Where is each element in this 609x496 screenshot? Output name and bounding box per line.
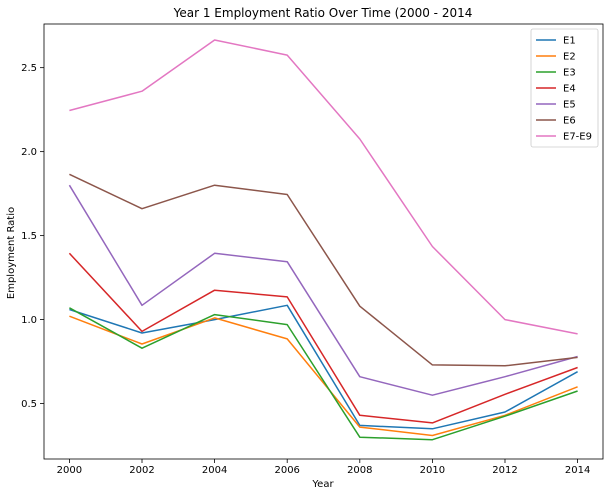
plot-frame bbox=[43, 23, 604, 460]
series-line-e1 bbox=[69, 304, 578, 430]
y-tick-label: 0.5 bbox=[21, 399, 37, 410]
y-tick-label: 2.5 bbox=[21, 63, 37, 74]
legend-label-e6: E6 bbox=[563, 116, 576, 127]
series-line-e5 bbox=[68, 184, 578, 396]
series-line-e3 bbox=[69, 307, 578, 441]
legend-label-e5: E5 bbox=[563, 100, 576, 111]
y-tick-label: 2.0 bbox=[21, 147, 37, 158]
series-line-e7-e9 bbox=[69, 39, 578, 335]
legend-label-e4: E4 bbox=[563, 84, 576, 95]
x-tick-label: 2012 bbox=[492, 465, 517, 476]
x-tick-label: 2008 bbox=[347, 465, 372, 476]
y-axis: 0.5 1.0 1.5 2.0 2.5 bbox=[21, 63, 44, 410]
y-axis-label: Employment Ratio bbox=[6, 207, 17, 299]
x-axis-label: Year bbox=[311, 479, 334, 490]
legend-box bbox=[530, 28, 599, 148]
x-tick-label: 2010 bbox=[420, 465, 445, 476]
x-tick-label: 2004 bbox=[202, 465, 227, 476]
x-tick-label: 2002 bbox=[129, 465, 154, 476]
x-axis: 2000 2002 2004 2006 2008 2010 2012 2014 bbox=[57, 459, 590, 476]
x-tick-label: 2006 bbox=[274, 465, 299, 476]
legend: E1 E2 E3 E4 E5 E6 E7-E9 bbox=[530, 28, 599, 148]
x-tick-label: 2014 bbox=[565, 465, 590, 476]
series-line-e6 bbox=[69, 173, 578, 367]
legend-label-e2: E2 bbox=[563, 52, 576, 63]
legend-label-e1: E1 bbox=[563, 36, 576, 47]
legend-label-e3: E3 bbox=[563, 68, 576, 79]
series-line-e2 bbox=[69, 315, 578, 437]
plot-area bbox=[43, 23, 604, 460]
x-tick-label: 2000 bbox=[57, 465, 82, 476]
y-tick-label: 1.5 bbox=[21, 231, 37, 242]
series-line-e4 bbox=[68, 252, 578, 424]
legend-label-e7-e9: E7-E9 bbox=[563, 132, 592, 143]
chart-title: Year 1 Employment Ratio Over Time (2000 … bbox=[173, 6, 473, 20]
y-tick-label: 1.0 bbox=[21, 315, 37, 326]
